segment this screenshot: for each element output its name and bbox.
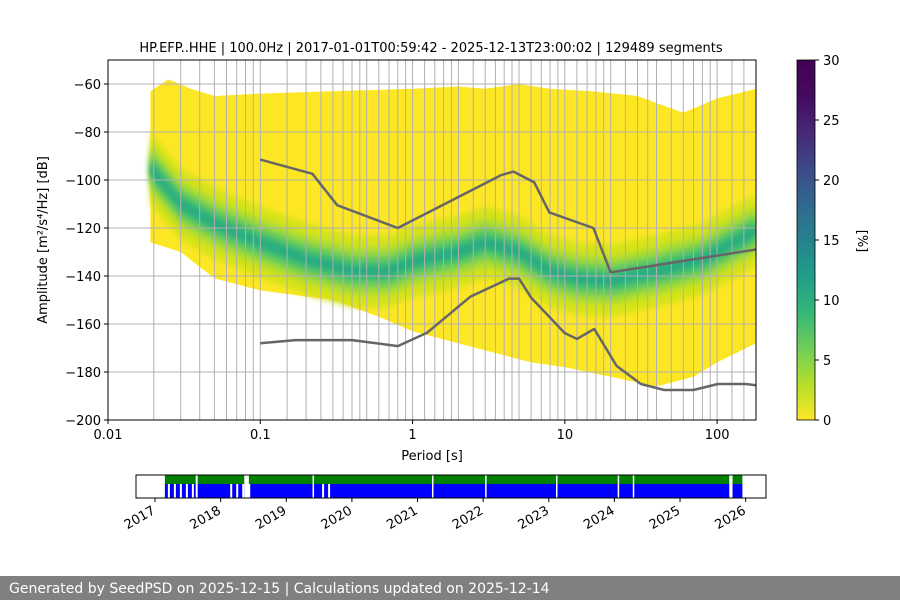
colorbar-tick-label: 15	[823, 234, 840, 249]
x-tick-label: 1	[408, 428, 416, 443]
timeline-sparse-gap	[328, 484, 331, 498]
x-tick-label: 10	[557, 428, 574, 443]
y-axis-label: Amplitude [m²/s⁴/Hz] [dB]	[36, 156, 51, 324]
y-tick-label: −200	[65, 414, 101, 429]
timeline-frame	[135, 474, 767, 499]
timeline-sparse-gap	[236, 484, 239, 498]
timeline-tick-label: 2023	[516, 503, 552, 533]
y-tick-label: −120	[65, 222, 101, 237]
ppsd-figure: HP.EFP..HHE | 100.0Hz | 2017-01-01T00:59…	[36, 41, 869, 533]
timeline-tick-label: 2025	[647, 503, 683, 533]
timeline-sparse-gap	[248, 484, 251, 498]
low-noise-model-line	[260, 277, 756, 392]
x-tick-label: 100	[705, 428, 730, 443]
timeline-tick-label: 2018	[188, 503, 224, 533]
timeline-sparse-gap	[230, 484, 233, 498]
timeline-sparse-gap	[185, 484, 188, 498]
plot-frame	[107, 59, 757, 421]
timeline-gap	[632, 475, 635, 498]
colorbar-tick-label: 25	[823, 114, 840, 129]
high-noise-model-line	[259, 158, 756, 274]
data-coverage-timeline: 2017 2018 2019 2020 2021 2022 2023 2024 2025 2026	[122, 474, 767, 533]
colorbar-tick-label: 30	[823, 54, 840, 69]
timeline-tick-label: 2021	[384, 503, 420, 533]
colorbar-tick-label: 20	[823, 174, 840, 189]
colorbar-tick-label: 5	[823, 354, 831, 369]
timeline-gap	[431, 475, 434, 498]
timeline-tick-label: 2017	[122, 503, 158, 533]
y-tick-label: −80	[74, 126, 101, 141]
timeline-tick-label: 2019	[253, 503, 289, 533]
timeline-sparse-gap	[167, 484, 170, 498]
y-tick-label: −160	[65, 318, 101, 333]
timeline-tick-label: 2024	[581, 503, 617, 533]
x-axis-label: Period [s]	[401, 449, 463, 464]
footer: Generated by SeedPSD on 2025-12-15 | Cal…	[0, 576, 900, 600]
colorbar: 0 5 10 15 20 25 30 [%]	[796, 54, 869, 429]
colorbar-label: [%]	[854, 230, 869, 253]
timeline-gap	[556, 475, 558, 498]
y-tick-label: −140	[65, 270, 101, 285]
density-mode-band-4	[150, 164, 756, 285]
timeline-sparse-gap	[173, 484, 176, 498]
noise-model-layer	[259, 158, 756, 392]
timeline-tick-label: 2022	[450, 503, 486, 533]
timeline-available-bar	[164, 475, 743, 484]
colorbar-tick-label: 10	[823, 294, 840, 309]
colorbar-ticks: 0 5 10 15 20 25 30	[815, 54, 840, 429]
timeline-gap	[617, 475, 620, 498]
colorbar-tick-label: 0	[823, 414, 831, 429]
chart-title: HP.EFP..HHE | 100.0Hz | 2017-01-01T00:59…	[139, 41, 722, 56]
y-tick-label: −100	[65, 174, 101, 189]
x-tick-label: 0.1	[250, 428, 271, 443]
timeline-sparse-gap	[191, 484, 194, 498]
colorbar-gradient	[796, 59, 816, 421]
timeline-gap	[244, 475, 249, 498]
ppsd-density-layer	[150, 79, 756, 387]
timeline-gap	[195, 475, 198, 498]
timeline-tick-label: 2020	[319, 503, 355, 533]
timeline-gap	[485, 475, 487, 498]
plot-area: 0.01 0.1 1 10 100 −60 −80 −100 −120 −140 −160 −180 −…	[65, 59, 757, 443]
grid-lines	[108, 60, 756, 420]
x-tick-label: 0.01	[94, 428, 123, 443]
axes: 0.01 0.1 1 10 100 −60 −80 −100 −120 −140 −160 −180 −…	[65, 78, 729, 443]
y-tick-label: −60	[74, 78, 101, 93]
timeline-tick-label: 2026	[713, 503, 749, 533]
timeline-gap	[312, 475, 315, 498]
y-tick-label: −180	[65, 366, 101, 381]
timeline-sparse-gap	[322, 484, 325, 498]
timeline-processed-bar	[164, 484, 743, 498]
timeline-gap	[729, 475, 733, 498]
timeline-sparse-gap	[242, 484, 245, 498]
timeline-sparse-gap	[179, 484, 182, 498]
